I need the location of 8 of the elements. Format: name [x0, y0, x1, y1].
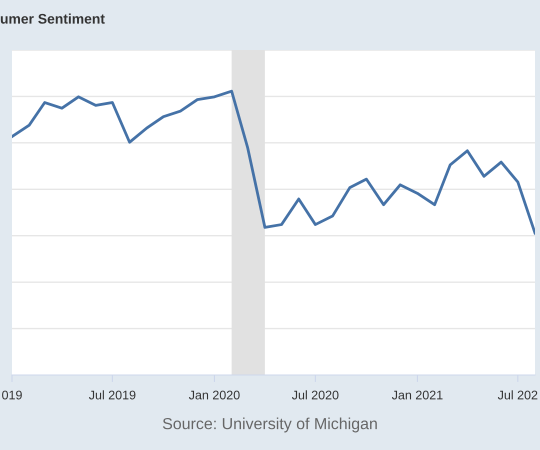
x-tick-label: Jul 2019	[88, 390, 136, 400]
x-tick-label: 019	[2, 390, 22, 400]
source-note: Source: University of Michigan	[162, 418, 377, 432]
x-tick-label: Jul 2020	[292, 390, 339, 400]
x-tick-label: Jan 2021	[392, 390, 443, 400]
chart-title: umer Sentiment	[0, 14, 105, 24]
x-tick-label: Jul 202	[498, 390, 538, 400]
x-tick-label: Jan 2020	[188, 390, 240, 400]
